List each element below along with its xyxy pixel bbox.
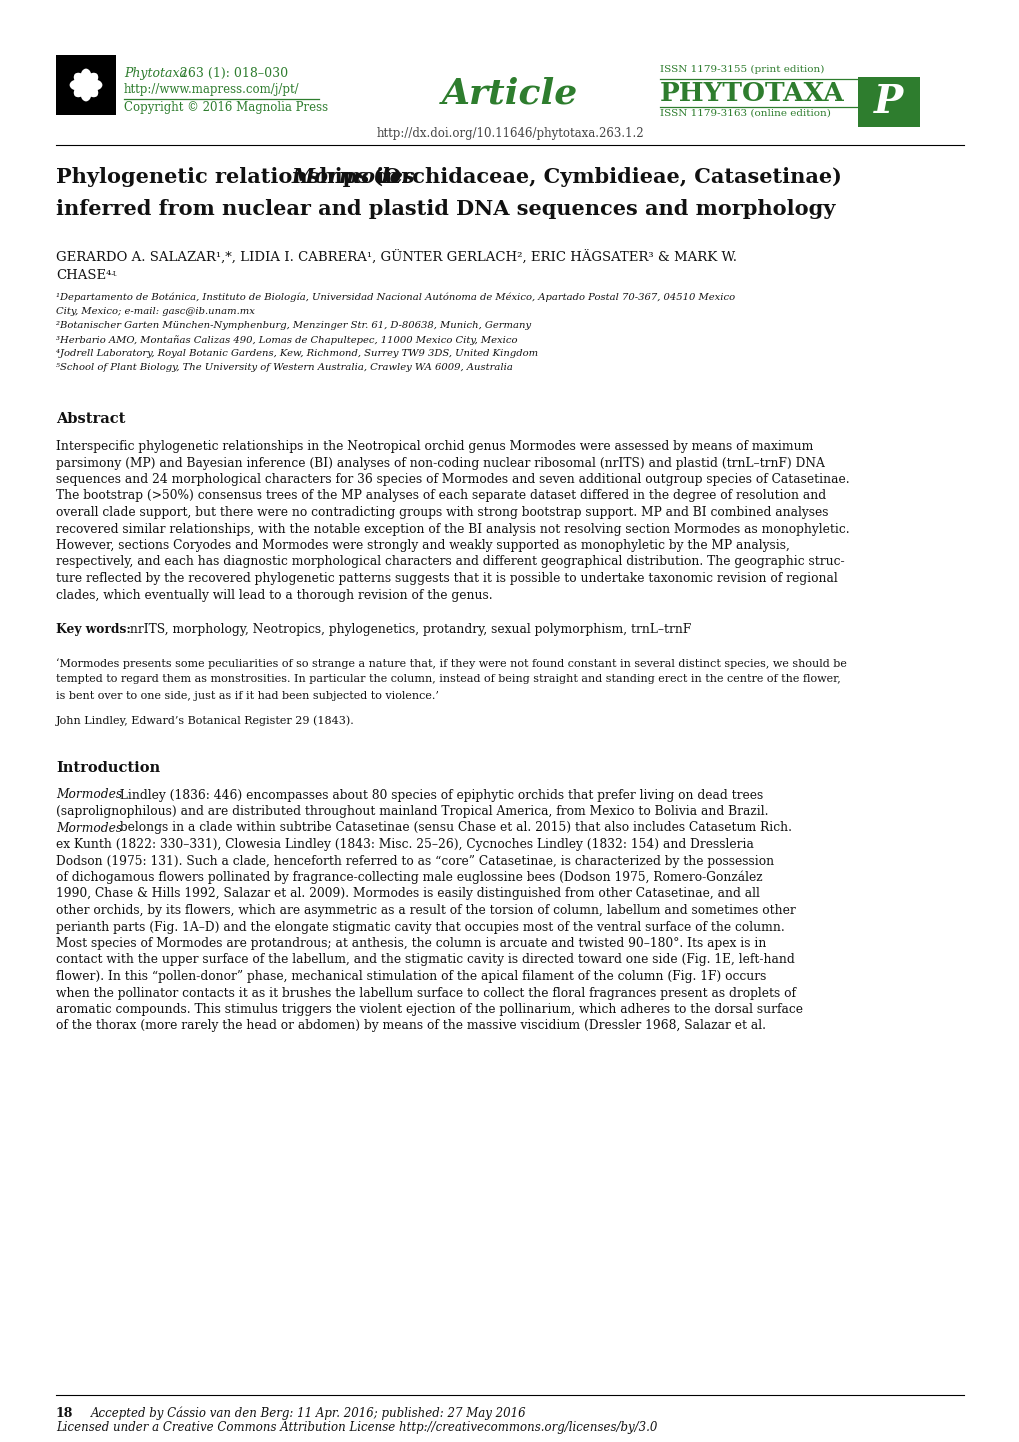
Text: ex Kunth (1822: 330–331), Clowesia Lindley (1843: Misc. 25–26), Cycnoches Lindle: ex Kunth (1822: 330–331), Clowesia Lindl… <box>56 838 753 851</box>
Ellipse shape <box>81 69 92 85</box>
Text: However, sections Coryodes and Mormodes were strongly and weakly supported as mo: However, sections Coryodes and Mormodes … <box>56 539 789 552</box>
Text: Copyright © 2016 Magnolia Press: Copyright © 2016 Magnolia Press <box>124 101 328 114</box>
Text: Accepted by Cássio van den Berg: 11 Apr. 2016; published: 27 May 2016: Accepted by Cássio van den Berg: 11 Apr.… <box>91 1407 526 1420</box>
Text: parsimony (MP) and Bayesian inference (BI) analyses of non-coding nuclear riboso: parsimony (MP) and Bayesian inference (B… <box>56 457 824 470</box>
Text: Licensed under a Creative Commons Attribution License http://creativecommons.org: Licensed under a Creative Commons Attrib… <box>56 1420 656 1433</box>
Text: ¹Departamento de Botánica, Instituto de Biología, Universidad Nacional Autónoma : ¹Departamento de Botánica, Instituto de … <box>56 293 735 303</box>
Text: The bootstrap (>50%) consensus trees of the MP analyses of each separate dataset: The bootstrap (>50%) consensus trees of … <box>56 489 825 502</box>
Text: ⁵School of Plant Biology, The University of Western Australia, Crawley WA 6009, : ⁵School of Plant Biology, The University… <box>56 363 513 372</box>
Text: of the thorax (more rarely the head or abdomen) by means of the massive viscidiu: of the thorax (more rarely the head or a… <box>56 1019 765 1032</box>
Text: Most species of Mormodes are protandrous; at anthesis, the column is arcuate and: Most species of Mormodes are protandrous… <box>56 937 765 950</box>
Text: Dodson (1975: 131). Such a clade, henceforth referred to as “core” Catasetinae, : Dodson (1975: 131). Such a clade, hencef… <box>56 855 773 868</box>
Text: ‘Mormodes presents some peculiarities of so strange a nature that, if they were : ‘Mormodes presents some peculiarities of… <box>56 658 846 669</box>
Text: Key words:: Key words: <box>56 623 130 636</box>
Text: ISSN 1179-3163 (online edition): ISSN 1179-3163 (online edition) <box>659 110 830 118</box>
Text: CHASE⁴ʵ: CHASE⁴ʵ <box>56 270 117 283</box>
Text: flower). In this “pollen-donor” phase, mechanical stimulation of the apical fila: flower). In this “pollen-donor” phase, m… <box>56 970 765 983</box>
Text: PHYTOTAXA: PHYTOTAXA <box>659 81 844 107</box>
Text: aromatic compounds. This stimulus triggers the violent ejection of the pollinari: aromatic compounds. This stimulus trigge… <box>56 1004 802 1017</box>
Ellipse shape <box>85 84 98 97</box>
Text: when the pollinator contacts it as it brushes the labellum surface to collect th: when the pollinator contacts it as it br… <box>56 986 795 999</box>
Ellipse shape <box>81 85 92 101</box>
Text: contact with the upper surface of the labellum, and the stigmatic cavity is dire: contact with the upper surface of the la… <box>56 953 794 966</box>
Text: John Lindley, Edward’s Botanical Register 29 (1843).: John Lindley, Edward’s Botanical Registe… <box>56 715 355 727</box>
Text: 1990, Chase & Hills 1992, Salazar et al. 2009). Mormodes is easily distinguished: 1990, Chase & Hills 1992, Salazar et al.… <box>56 887 759 900</box>
Text: Mormodes: Mormodes <box>56 822 122 835</box>
Bar <box>56 55 116 115</box>
Text: sequences and 24 morphological characters for 36 species of Mormodes and seven a: sequences and 24 morphological character… <box>56 473 849 486</box>
Ellipse shape <box>73 84 88 97</box>
Text: of dichogamous flowers pollinated by fragrance-collecting male euglossine bees (: of dichogamous flowers pollinated by fra… <box>56 871 762 884</box>
Text: (saprolignophilous) and are distributed throughout mainland Tropical America, fr: (saprolignophilous) and are distributed … <box>56 805 767 818</box>
Text: Interspecific phylogenetic relationships in the Neotropical orchid genus Mormode: Interspecific phylogenetic relationships… <box>56 440 812 453</box>
Bar <box>857 76 919 127</box>
Text: P: P <box>873 84 903 121</box>
Text: tempted to regard them as monstrosities. In particular the column, instead of be: tempted to regard them as monstrosities.… <box>56 675 840 685</box>
Text: ture reflected by the recovered phylogenetic patterns suggests that it is possib: ture reflected by the recovered phylogen… <box>56 572 837 585</box>
Text: perianth parts (Fig. 1A–D) and the elongate stigmatic cavity that occupies most : perianth parts (Fig. 1A–D) and the elong… <box>56 920 784 933</box>
Text: clades, which eventually will lead to a thorough revision of the genus.: clades, which eventually will lead to a … <box>56 588 492 601</box>
Ellipse shape <box>85 72 98 87</box>
Text: ²Botanischer Garten München-Nymphenburg, Menzinger Str. 61, D-80638, Munich, Ger: ²Botanischer Garten München-Nymphenburg,… <box>56 322 531 330</box>
Text: City, Mexico; e-mail: gasc@ib.unam.mx: City, Mexico; e-mail: gasc@ib.unam.mx <box>56 307 255 316</box>
Text: Abstract: Abstract <box>56 412 125 425</box>
Text: (Orchidaceae, Cymbidieae, Catasetinae): (Orchidaceae, Cymbidieae, Catasetinae) <box>366 167 841 187</box>
Text: overall clade support, but there were no contradicting groups with strong bootst: overall clade support, but there were no… <box>56 506 827 519</box>
Text: other orchids, by its flowers, which are asymmetric as a result of the torsion o: other orchids, by its flowers, which are… <box>56 904 795 917</box>
Text: nrITS, morphology, Neotropics, phylogenetics, protandry, sexual polymorphism, tr: nrITS, morphology, Neotropics, phylogene… <box>126 623 691 636</box>
Text: ⁴Jodrell Laboratory, Royal Botanic Gardens, Kew, Richmond, Surrey TW9 3DS, Unite: ⁴Jodrell Laboratory, Royal Botanic Garde… <box>56 349 538 358</box>
Text: Phytotaxa: Phytotaxa <box>124 66 186 79</box>
Text: 18: 18 <box>56 1407 73 1420</box>
Text: Phylogenetic relationships in: Phylogenetic relationships in <box>56 167 407 187</box>
Ellipse shape <box>87 79 102 91</box>
Text: ISSN 1179-3155 (print edition): ISSN 1179-3155 (print edition) <box>659 65 823 74</box>
Text: respectively, and each has diagnostic morphological characters and different geo: respectively, and each has diagnostic mo… <box>56 555 844 568</box>
Text: is bent over to one side, just as if it had been subjected to violence.’: is bent over to one side, just as if it … <box>56 691 438 701</box>
Text: Introduction: Introduction <box>56 760 160 774</box>
Ellipse shape <box>69 79 86 91</box>
Text: Article: Article <box>441 76 578 110</box>
Text: Mormodes: Mormodes <box>291 167 415 187</box>
Text: 263 (1): 018–030: 263 (1): 018–030 <box>176 66 287 79</box>
Text: GERARDO A. SALAZAR¹,*, LIDIA I. CABRERA¹, GÜNTER GERLACH², ERIC HÄGSATER³ & MARK: GERARDO A. SALAZAR¹,*, LIDIA I. CABRERA¹… <box>56 251 737 265</box>
Text: ³Herbario AMO, Montañas Calizas 490, Lomas de Chapultepec, 11000 Mexico City, Me: ³Herbario AMO, Montañas Calizas 490, Lom… <box>56 335 517 345</box>
Text: http://dx.doi.org/10.11646/phytotaxa.263.1.2: http://dx.doi.org/10.11646/phytotaxa.263… <box>376 127 643 140</box>
Text: inferred from nuclear and plastid DNA sequences and morphology: inferred from nuclear and plastid DNA se… <box>56 199 835 219</box>
Ellipse shape <box>73 72 88 87</box>
Text: recovered similar relationships, with the notable exception of the BI analysis n: recovered similar relationships, with th… <box>56 522 849 535</box>
Text: Mormodes: Mormodes <box>56 789 122 802</box>
Text: Lindley (1836: 446) encompasses about 80 species of epiphytic orchids that prefe: Lindley (1836: 446) encompasses about 80… <box>116 789 762 802</box>
Text: http://www.mapress.com/j/pt/: http://www.mapress.com/j/pt/ <box>124 84 300 97</box>
Text: belongs in a clade within subtribe Catasetinae (sensu Chase et al. 2015) that al: belongs in a clade within subtribe Catas… <box>116 822 791 835</box>
